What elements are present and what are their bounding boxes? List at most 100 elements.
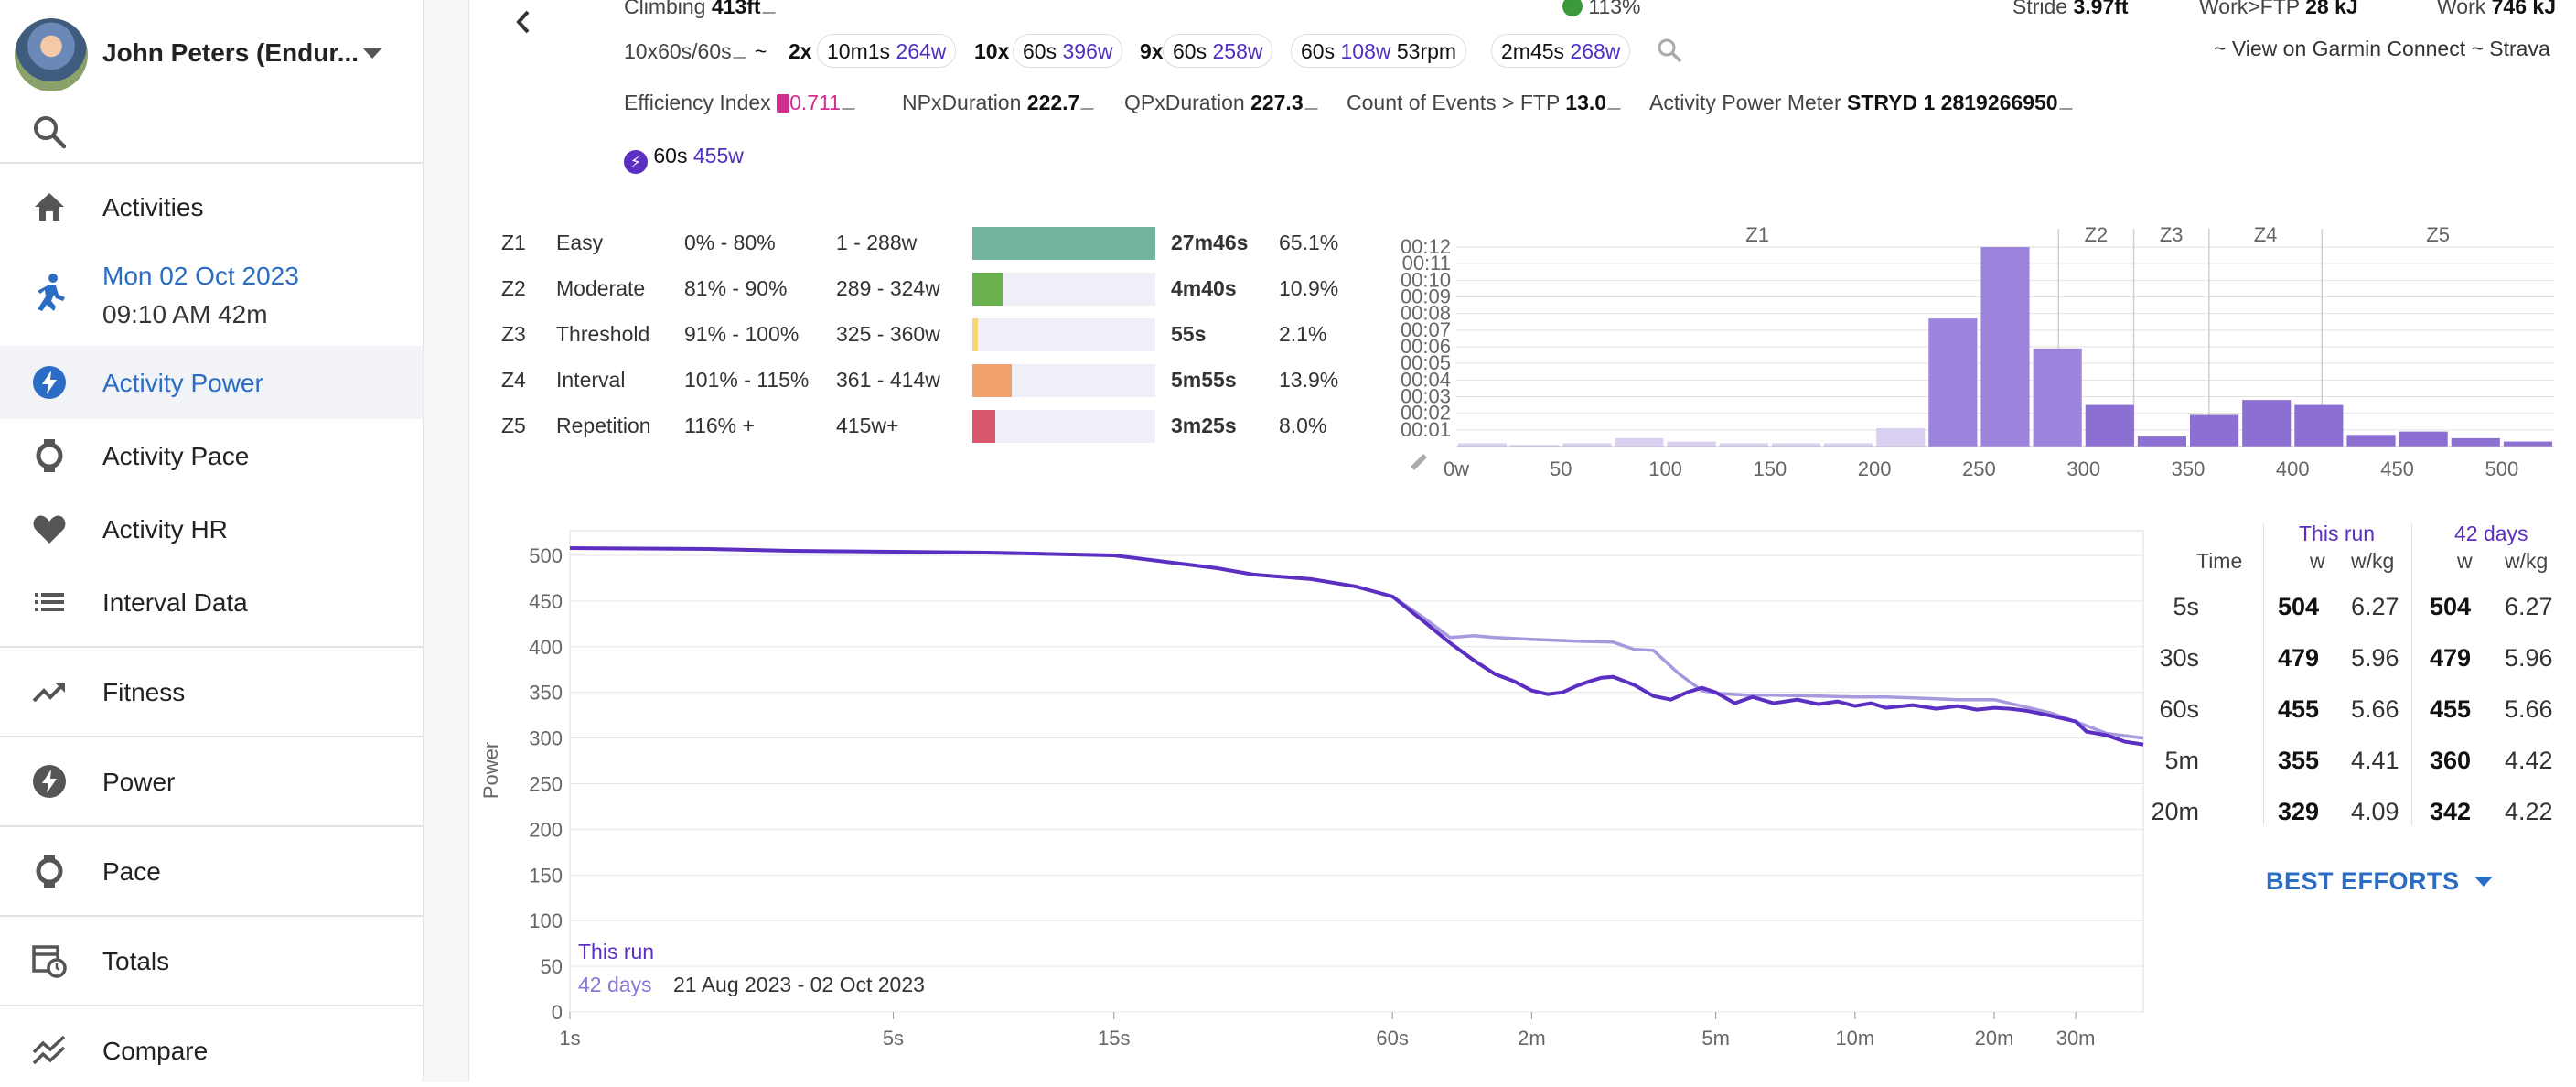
edit-icon[interactable] xyxy=(732,46,753,59)
x-tick-label: 250 xyxy=(1962,457,1996,480)
pill-dur: 2m45s xyxy=(1501,39,1565,63)
interval-pill[interactable]: 60s 108w 53rpm xyxy=(1291,34,1467,68)
divider xyxy=(0,1005,423,1006)
external-links[interactable]: ~ View on Garmin Connect ~ Strava xyxy=(2214,37,2550,60)
nav-fitness[interactable]: Fitness xyxy=(0,655,423,728)
histogram-bar[interactable] xyxy=(2399,431,2448,447)
y-tick-label: 450 xyxy=(529,590,563,613)
watch-icon xyxy=(36,855,63,888)
histogram-bar[interactable] xyxy=(1615,437,1664,447)
nav-power[interactable]: Power xyxy=(0,745,423,818)
histogram-bar[interactable] xyxy=(1667,441,1716,447)
zone-label: Z3 xyxy=(2160,223,2184,246)
42-days-series[interactable] xyxy=(569,546,2144,740)
histogram-bar[interactable] xyxy=(1719,443,1768,447)
peak-run-wkg: 6.27 xyxy=(2351,593,2399,620)
peak-run-wkg: 5.96 xyxy=(2351,644,2399,672)
nav-totals[interactable]: Totals xyxy=(0,924,423,997)
edit-icon[interactable] xyxy=(2058,97,2079,110)
histogram-bar[interactable] xyxy=(1458,443,1508,447)
y-tick-label: 00:03 xyxy=(1401,385,1451,408)
qpx-label: QPxDuration xyxy=(1124,91,1245,114)
zone-share: 10.9% xyxy=(1279,276,1339,300)
edit-icon[interactable] xyxy=(1411,454,1427,470)
zone-bar xyxy=(972,364,1012,397)
zone-id: Z2 xyxy=(501,276,526,300)
back-arrow-icon[interactable] xyxy=(508,5,541,38)
chevron-down-icon[interactable] xyxy=(362,48,382,59)
nav-pace[interactable]: Pace xyxy=(0,834,423,908)
nav-activities[interactable]: Activities xyxy=(0,170,423,243)
interval-pill[interactable]: 60s 258w xyxy=(1163,34,1273,68)
legend-42-days: 42 days xyxy=(578,973,652,996)
x-tick-label: 0w xyxy=(1444,457,1469,480)
zone-pct: 101% - 115% xyxy=(684,368,810,392)
y-tick-label: 250 xyxy=(529,772,563,795)
edit-icon[interactable] xyxy=(841,97,862,110)
interval-summary-text: 10x60s/60s xyxy=(624,39,732,63)
histogram-bar[interactable] xyxy=(2085,404,2134,447)
sidebar: John Peters (Endur... Activities Mon 02 … xyxy=(0,0,424,1082)
histogram-bar[interactable] xyxy=(2242,400,2292,447)
edit-icon[interactable] xyxy=(1607,97,1628,110)
zone-bar xyxy=(972,318,978,351)
histogram-bar[interactable] xyxy=(1510,445,1560,447)
nav-activity-power[interactable]: Activity Power xyxy=(0,346,423,419)
y-tick-label: 50 xyxy=(541,955,563,978)
zone-name: Interval xyxy=(556,368,626,392)
x-tick-label: 15s xyxy=(1098,1027,1130,1049)
x-tick-label: 20m xyxy=(1975,1027,2014,1049)
histogram-bar[interactable] xyxy=(2190,414,2239,447)
histogram-bar[interactable] xyxy=(1824,443,1873,447)
zone-pct: 81% - 90% xyxy=(684,276,788,300)
histogram-bar[interactable] xyxy=(1876,428,1926,447)
efficiency-label: Efficiency Index xyxy=(624,91,771,114)
zone-time: 3m25s xyxy=(1171,414,1237,437)
divider xyxy=(0,825,423,827)
interval-pill[interactable]: 2m45s 268w xyxy=(1491,34,1631,68)
interval-pill[interactable]: 10m1s 264w xyxy=(817,34,957,68)
histogram-bar[interactable] xyxy=(2137,436,2186,447)
histogram-bar[interactable] xyxy=(2451,437,2500,447)
zone-range: 361 - 414w xyxy=(836,368,940,392)
histogram-bar[interactable] xyxy=(1771,443,1820,447)
peak-time: 20m xyxy=(2151,798,2199,825)
nav-activity-hr-label: Activity HR xyxy=(102,515,228,544)
histogram-bar[interactable] xyxy=(2033,348,2082,447)
zone-range: 289 - 324w xyxy=(836,276,940,300)
edit-icon[interactable] xyxy=(761,1,782,14)
histogram-bar[interactable] xyxy=(2294,404,2344,447)
best-60s: ⚡ 60s 455w xyxy=(624,144,744,174)
edit-icon[interactable] xyxy=(1304,97,1325,110)
nav-activity-hr[interactable]: Activity HR xyxy=(0,492,423,565)
nav-activity-pace[interactable]: Activity Pace xyxy=(0,419,423,492)
histogram-bar[interactable] xyxy=(1980,247,2030,447)
this-run-series[interactable] xyxy=(569,546,2144,747)
search-icon[interactable] xyxy=(31,113,68,150)
nav-interval-data[interactable]: Interval Data xyxy=(0,565,423,639)
best-efforts-button[interactable]: BEST EFFORTS xyxy=(2266,867,2493,896)
x-tick-label: 1s xyxy=(559,1027,580,1049)
peaks-w-header: w xyxy=(2457,549,2473,573)
y-tick-label: 00:01 xyxy=(1401,418,1451,441)
divider xyxy=(0,646,423,648)
histogram-bar[interactable] xyxy=(2503,441,2552,447)
zone-label: Z2 xyxy=(2085,223,2109,246)
x-tick-label: 200 xyxy=(1858,457,1892,480)
power-histogram: 00:0100:0200:0300:0400:0500:0600:0700:08… xyxy=(1401,223,2554,480)
histogram-bar[interactable] xyxy=(2346,435,2396,447)
gutter xyxy=(424,0,469,1082)
zone-bar xyxy=(972,410,995,443)
histogram-bar[interactable] xyxy=(1562,443,1612,447)
efficiency-stat: Efficiency Index 0.711 xyxy=(624,91,862,115)
events-label: Count of Events > FTP xyxy=(1347,91,1560,114)
user-menu[interactable]: John Peters (Endur... xyxy=(0,0,424,108)
histogram-bar[interactable] xyxy=(1928,318,1978,447)
interval-pill[interactable]: 60s 396w xyxy=(1013,34,1123,68)
edit-icon[interactable] xyxy=(1080,97,1101,110)
x-tick-label: 5s xyxy=(883,1027,904,1049)
pct-stat: 113% xyxy=(1562,0,1641,19)
peak-run-w: 355 xyxy=(2278,747,2320,774)
nav-compare[interactable]: Compare xyxy=(0,1014,423,1087)
search-intervals-icon[interactable] xyxy=(1656,37,1683,64)
